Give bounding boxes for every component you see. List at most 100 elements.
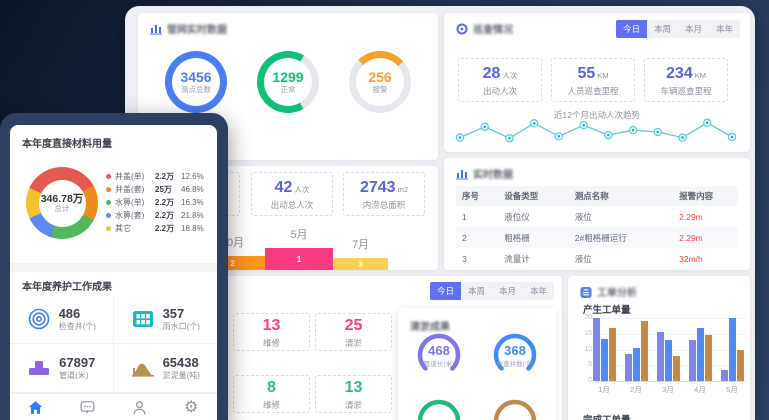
y-tick-label: 0 — [588, 377, 592, 384]
maintenance-stat: 486 检查井(个) — [10, 295, 114, 344]
legend-item: 井盖(套) 25万 46.8% — [106, 183, 204, 196]
period-tabs: 今日 本周 本月 本年 — [429, 282, 554, 300]
stat-label: 人员巡查里程 — [567, 85, 619, 96]
stat-value: 13 — [344, 379, 363, 397]
kpi-donut: 1299 正常 — [257, 51, 319, 113]
phone-screen: 本年度直接材料用量 346.78万 总计 井盖(单) 2.2万 12.6% 井盖(套)… — [10, 125, 217, 420]
card-title: 巡查情况 — [473, 25, 513, 36]
stat-value: 2743 m2 — [359, 179, 408, 197]
table-cell: 液位仪 — [504, 211, 530, 222]
legend-item: 井盖(单) 2.2万 12.6% — [106, 170, 204, 183]
stat-text: 65438 淤泥量(吨) — [163, 355, 200, 382]
kpi-donut: 3456 测点总数 — [165, 51, 227, 113]
kpi-donut-center: 256 报警 — [356, 58, 404, 106]
tab-本年[interactable]: 本年 — [529, 286, 547, 296]
x-tick-label: 3月 — [662, 385, 674, 394]
podium-bar: 1 — [265, 248, 333, 270]
table-row: 2 粗格栅 2#粗格栅运行 2.29m — [456, 227, 738, 248]
podium-5月: 5月 1 — [265, 166, 333, 270]
bar — [633, 347, 640, 381]
card-title: 实时数据 — [473, 170, 513, 181]
podium-month-label: 7月 — [351, 239, 370, 251]
tab-本月[interactable]: 本月 — [684, 24, 702, 34]
donut-legend: 井盖(单) 2.2万 12.6% 井盖(套) 25万 46.8% 水箅(单) 2.2万 16.3… — [106, 170, 204, 235]
gridline — [596, 333, 746, 335]
card-title-row: 管网实时数据 — [150, 21, 227, 36]
tab-本月[interactable]: 本月 — [498, 286, 516, 296]
home-icon[interactable] — [27, 399, 44, 416]
stat-label: 检查井(个) — [58, 322, 96, 332]
alarm-table: 序号 设备类型 测点名称 报警内容 1 液位仪 液位 2.29m 2 粗格栅 2#粗格栅运行 2.2… — [456, 186, 738, 269]
section-divider — [10, 263, 217, 272]
bar — [737, 349, 744, 381]
maintenance-stat: 357 雨水口(个) — [113, 295, 217, 344]
stat-box: 28 人次 出动人次 — [458, 58, 542, 102]
stat-unit: m2 — [397, 185, 408, 195]
stat-label: 雨水口(个) — [162, 322, 200, 332]
donut-center: 346.78万 总计 — [38, 179, 86, 227]
kpi-value: 256 — [368, 68, 392, 85]
card-title: 工单分析 — [597, 288, 637, 299]
legend-item: 水箅(套) 2.2万 21.8% — [106, 209, 204, 222]
gauge — [478, 396, 552, 420]
table-header-row: 序号 设备类型 测点名称 报警内容 — [456, 186, 738, 206]
bar-group-3月 — [657, 318, 680, 381]
tab-本年[interactable]: 本年 — [715, 24, 733, 34]
column-header: 序号 — [456, 186, 499, 206]
stat-box: 25 清淤 — [315, 313, 392, 351]
bar-group-5月 — [721, 318, 744, 381]
settings-icon[interactable]: ⚙ — [183, 397, 199, 416]
stat-value: 28 人次 — [482, 65, 518, 83]
legend-label: 其它 — [115, 224, 131, 233]
x-tick-label: 2月 — [630, 385, 642, 394]
tab-今日[interactable]: 今日 — [615, 20, 647, 38]
kpi-donut: 256 报警 — [349, 51, 411, 113]
table-cell: 液位 — [574, 253, 592, 264]
patrol-card: 巡查情况 今日 本周 本月 本年 28 人次 出动人次 55 KM 人员巡查里程 234 KM 车辆巡… — [444, 13, 750, 152]
stat-unit: KM — [694, 71, 706, 81]
gauge-value: 368 — [504, 343, 526, 358]
gauge: 468 管道长(米) — [402, 330, 476, 394]
tab-本周[interactable]: 本周 — [467, 286, 485, 296]
table-cell: 1 — [462, 211, 467, 222]
tab-今日[interactable]: 今日 — [429, 282, 461, 300]
kpi-value: 1299 — [272, 68, 304, 85]
table-row: 3 流量计 液位 32m/h — [456, 248, 738, 269]
stat-label: 内涝总面积 — [362, 199, 406, 210]
user-icon[interactable] — [131, 399, 148, 416]
card-title-row: 实时数据 — [456, 166, 513, 181]
legend-label: 井盖(单) — [115, 172, 145, 181]
table-cell: 2 — [456, 227, 499, 248]
legend-percent: 21.8% — [181, 211, 204, 220]
table-body: 1 液位仪 液位 2.29m 2 粗格栅 2#粗格栅运行 2.29m 3 流量计 液位 32m/h — [456, 206, 738, 269]
stat-value: 42 人次 — [274, 179, 310, 197]
section-title: 产生工单量 — [583, 305, 631, 316]
x-tick-label: 4月 — [694, 385, 706, 394]
stat-label: 清淤 — [344, 399, 362, 410]
stat-value: 25 — [344, 317, 363, 335]
tab-本周[interactable]: 本周 — [653, 24, 671, 34]
chat-icon[interactable] — [79, 399, 96, 416]
maintenance-stat: 67897 管道(米) — [10, 344, 114, 393]
table-cell: 流量计 — [504, 253, 530, 264]
main-dashboard-panel: 管网实时数据 3456 测点总数 1299 正常 256 报警 42 人次 出动总人次 2743… — [125, 6, 755, 420]
legend-value: 2.2万 — [155, 198, 175, 207]
bar — [657, 332, 664, 381]
bar — [721, 370, 728, 381]
bar — [689, 340, 696, 381]
phone-tab-bar: ⚙ — [10, 393, 217, 420]
legend-item: 其它 2.2万 18.8% — [106, 222, 204, 235]
bar — [625, 354, 632, 381]
bar-group-4月 — [689, 318, 712, 381]
pipe-icon — [27, 356, 51, 380]
table-cell: 粗格栅 — [498, 227, 569, 248]
x-tick-label: 1月 — [598, 385, 610, 394]
gauge: 368 检查井数(个) — [478, 330, 552, 394]
stat-unit: 人次 — [294, 185, 310, 195]
clipboard-icon — [580, 286, 592, 298]
card-title-row: 工单分析 — [580, 284, 637, 299]
dispatch-stat-row: 42 人次 出动总人次 2743 m2 内涝总面积 — [251, 172, 425, 216]
bar-group-2月 — [625, 318, 648, 381]
column-header: 测点名称 — [568, 186, 674, 206]
